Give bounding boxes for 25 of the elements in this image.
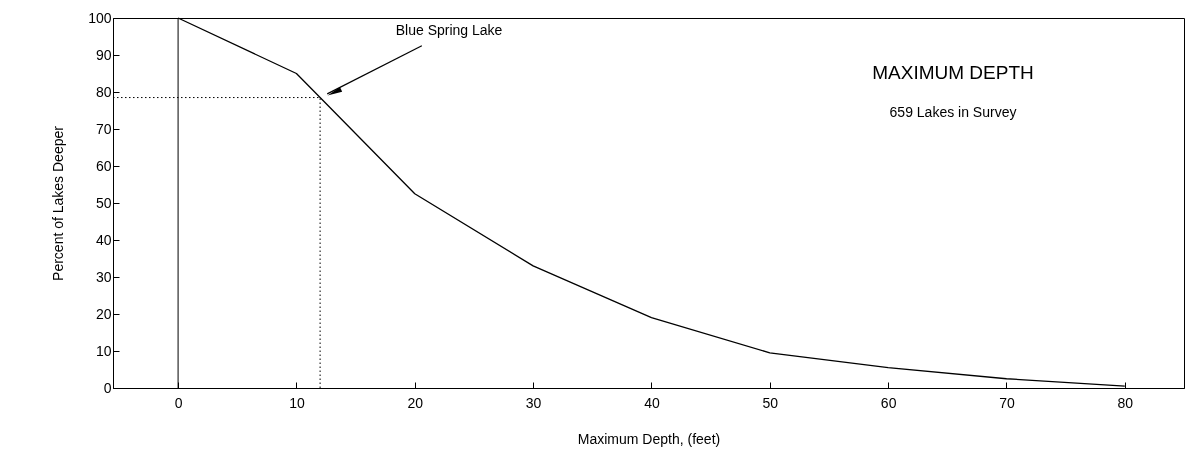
y-tick-label: 40 <box>95 231 112 248</box>
y-tick-label: 50 <box>95 194 112 211</box>
y-tick-label: 70 <box>95 120 112 137</box>
x-tick-label: 20 <box>407 394 424 411</box>
y-tick-label: 20 <box>95 305 112 322</box>
x-tick-label: 10 <box>289 394 305 411</box>
x-tick-label: 80 <box>1117 394 1134 411</box>
x-tick-label: 70 <box>999 394 1015 411</box>
y-tick-label: 60 <box>95 157 112 174</box>
text: MAXIMUM DEPTH <box>872 62 1034 83</box>
x-tick-label: 0 <box>174 394 183 411</box>
text: 659 Lakes in Survey <box>889 104 1017 120</box>
y-tick-label: 80 <box>95 83 112 100</box>
y-tick-label: 90 <box>95 46 112 63</box>
y-tick-label: 0 <box>103 379 112 396</box>
x-tick-label: 50 <box>762 394 779 411</box>
y-tick-label: 100 <box>88 9 112 26</box>
x-tick-label: 40 <box>644 394 660 411</box>
y-axis-title: Percent of Lakes Deeper <box>50 125 67 281</box>
y-tick-label: 30 <box>95 268 112 285</box>
x-axis-title: Maximum Depth, (feet) <box>577 430 721 447</box>
x-tick-label: 60 <box>880 394 897 411</box>
y-tick-label: 10 <box>95 342 112 359</box>
annotation: Blue Spring Lake <box>395 21 503 38</box>
x-tick-label: 30 <box>525 394 542 411</box>
